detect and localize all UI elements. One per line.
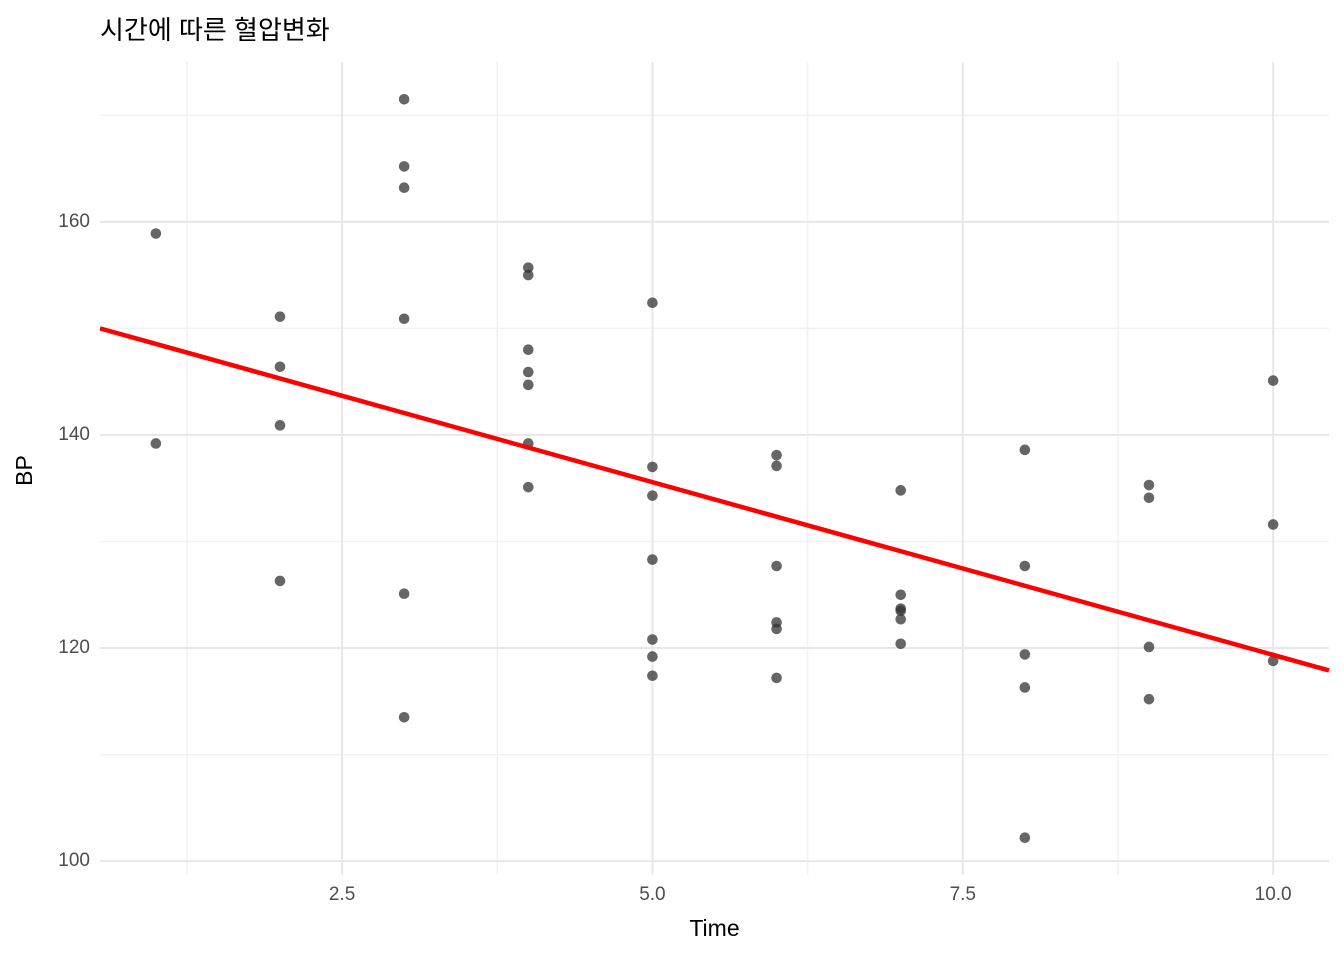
data-point	[647, 634, 658, 645]
data-point	[522, 366, 534, 378]
regression-line	[99, 326, 1330, 673]
data-point	[1019, 649, 1031, 660]
data-point	[1143, 641, 1155, 653]
data-point	[771, 623, 782, 635]
scatter-points	[150, 93, 1279, 844]
data-point	[150, 228, 162, 239]
data-point	[1019, 444, 1031, 456]
data-point	[398, 161, 410, 172]
data-point	[522, 344, 534, 355]
data-point	[1019, 560, 1031, 572]
data-point	[895, 605, 907, 617]
data-point	[771, 560, 782, 572]
data-point	[522, 481, 534, 493]
data-point	[274, 361, 286, 373]
data-point	[895, 485, 907, 496]
data-point	[274, 575, 286, 587]
x-tick-label: 10.0	[1254, 884, 1292, 905]
data-point	[1267, 519, 1279, 530]
data-point	[1019, 832, 1031, 844]
data-point	[274, 420, 286, 431]
x-axis-title: Time	[689, 915, 740, 941]
y-tick-label: 100	[58, 850, 90, 872]
data-point	[522, 379, 534, 391]
minor-gridlines	[100, 62, 1329, 875]
x-tick-label: 2.5	[328, 884, 356, 905]
data-point	[895, 589, 907, 601]
major-gridlines	[100, 62, 1329, 875]
y-tick-label: 160	[58, 210, 90, 232]
data-point	[771, 672, 782, 684]
x-tick-label: 7.5	[949, 884, 976, 905]
y-tick-label: 140	[58, 423, 90, 445]
data-point	[647, 554, 658, 565]
data-point	[895, 638, 907, 650]
data-point	[150, 438, 162, 449]
data-point	[398, 313, 410, 325]
trend-line	[99, 326, 1330, 673]
data-point	[1143, 492, 1155, 504]
data-point	[398, 93, 410, 105]
chart-title: 시간에 따른 혈압변화	[100, 15, 330, 45]
x-tick-label: 5.0	[639, 884, 666, 905]
data-point	[771, 460, 782, 472]
data-point	[1019, 682, 1031, 693]
data-point	[647, 670, 658, 682]
data-point	[522, 262, 534, 273]
data-point	[895, 613, 907, 625]
data-point	[1267, 655, 1279, 667]
data-point	[647, 461, 658, 473]
y-axis-title: BP	[11, 455, 37, 486]
data-point	[398, 182, 410, 194]
data-point	[522, 269, 534, 281]
data-point	[274, 311, 286, 322]
data-point	[771, 449, 782, 461]
data-point	[398, 712, 410, 723]
data-point	[647, 490, 658, 501]
data-point	[1267, 375, 1279, 386]
data-point	[647, 297, 658, 309]
data-point	[1143, 479, 1155, 491]
data-point	[398, 588, 410, 599]
data-point	[647, 651, 658, 662]
y-tick-label: 120	[58, 637, 90, 659]
data-point	[1143, 693, 1155, 705]
